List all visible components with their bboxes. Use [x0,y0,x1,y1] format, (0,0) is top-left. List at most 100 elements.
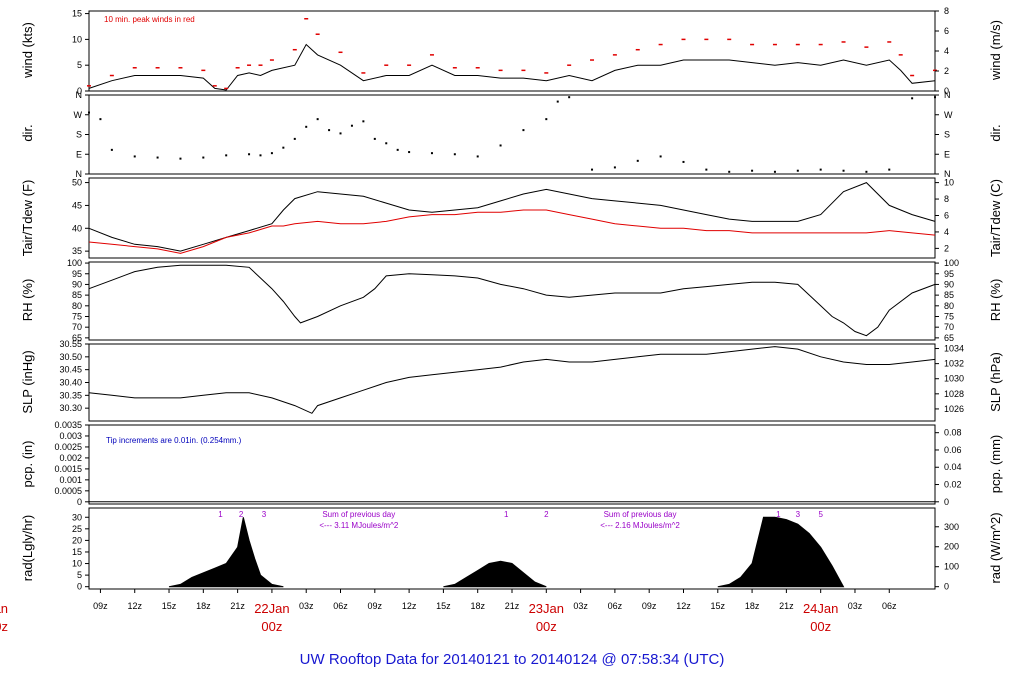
ytick-label-left: N [76,90,83,100]
dir-point [591,168,594,171]
ylabel-right-rad: rad (W/m^2) [988,512,1003,583]
rad-hour-marker: 1 [504,510,509,519]
ytick-label-left: 25 [72,524,82,534]
xtick-label-day: 23Jan [529,601,564,616]
ylabel-left-slp: SLP (inHg) [20,350,35,413]
dir-point [225,154,228,157]
panel-frame-pcp [88,424,936,505]
dir-point [385,142,388,145]
wind-annotation: 10 min. peak winds in red [104,15,195,24]
dir-point [396,148,399,151]
ytick-label-left: 30.30 [59,403,82,413]
dir-point [659,155,662,158]
dir-point [179,157,182,160]
day-label-bottom: 00z [536,619,557,634]
ytick-label-left: 40 [72,223,82,233]
ytick-label-right: 300 [944,522,959,532]
dir-point [636,159,639,162]
ytick-label-left: 15 [72,9,82,19]
series-line-wind [88,43,936,91]
rad-hour-marker: 3 [262,510,267,519]
ytick-label-right: 8 [944,194,949,204]
day-label-bottom: 00z [0,619,8,634]
rad-hour-marker: 2 [239,510,244,519]
series-line-slp [88,346,936,414]
xtick-label: 12z [676,601,691,611]
ytick-label-right: E [944,149,950,159]
ytick-label-left: 85 [72,290,82,300]
xtick-label: 09z [368,601,383,611]
rad-area-day-3 [717,516,845,588]
dir-point [133,155,136,158]
ytick-label-left: 0.0035 [54,420,82,430]
xtick-label-day: 24Jan [803,601,838,616]
ytick-label-left: W [74,110,83,120]
xtick-label: 03z [299,601,314,611]
xtick-label: 18z [745,601,760,611]
panel-frame-slp [88,343,936,422]
ytick-label-left: 30.40 [59,378,82,388]
dir-point [259,154,262,157]
ytick-label-right: S [944,130,950,140]
ylabel-left-temp: Tair/Tdew (F) [20,180,35,257]
dir-point [362,120,365,123]
rad-note-line2-1: <--- 3.11 MJoules/m^2 [319,521,399,530]
ytick-label-right: 0.04 [944,462,962,472]
ytick-label-left: 30.35 [59,390,82,400]
ylabel-right-dir: dir. [988,124,1003,141]
dir-point [911,97,914,100]
dir-point [934,96,936,99]
dir-point [545,118,548,121]
ytick-label-right: 85 [944,290,954,300]
ytick-label-right: 1030 [944,374,964,384]
dir-point [282,146,285,149]
rad-hour-marker: 1 [776,510,781,519]
ylabel-right-pcp: pcp. (mm) [988,435,1003,494]
dir-point [476,155,479,158]
pcp-annotation: Tip increments are 0.01in. (0.254mm.) [106,436,242,445]
dir-point [865,170,868,173]
ytick-label-left: 0.0025 [54,442,82,452]
ytick-label-right: 0 [944,86,949,96]
ytick-label-right: 0 [944,582,949,592]
ylabel-left-rad: rad(Lgly/hr) [20,515,35,581]
ytick-label-right: 95 [944,269,954,279]
ylabel-left-wind: wind (kts) [20,22,35,79]
ytick-label-left: 50 [72,178,82,188]
ytick-label-right: 0.06 [944,445,962,455]
ytick-label-right: 1032 [944,359,964,369]
xtick-label: 09z [93,601,108,611]
ytick-label-right: 80 [944,301,954,311]
ytick-label-left: 90 [72,279,82,289]
ytick-label-left: 30.50 [59,352,82,362]
ytick-label-left: 30.55 [59,339,82,349]
ylabel-right-wind: wind (m/s) [988,20,1003,81]
dir-point [88,111,90,114]
xtick-label: 18z [470,601,485,611]
panel-frame-rh [88,261,936,341]
ytick-label-left: 0.0005 [54,486,82,496]
ylabel-left-pcp: pcp. (in) [20,441,35,488]
day-label-bottom: 00z [261,619,282,634]
ytick-label-right: 200 [944,542,959,552]
ytick-label-left: 30 [72,512,82,522]
xtick-label: 12z [127,601,142,611]
ytick-label-right: 100 [944,562,959,572]
ytick-label-right: 100 [944,258,959,268]
dir-point [430,152,433,155]
panel-frame-wind [88,10,936,92]
ytick-label-right: 1034 [944,344,964,354]
dir-point [613,166,616,169]
ytick-label-right: N [944,90,951,100]
dir-point [305,125,308,128]
xtick-label: 09z [642,601,657,611]
chart-footer-title: UW Rooftop Data for 20140121 to 20140124… [299,651,725,668]
dir-point [842,169,845,172]
rad-hour-marker: 5 [818,510,823,519]
dir-point [316,118,319,121]
ytick-label-left: 0 [77,497,82,507]
dir-point [796,169,799,172]
dir-point [110,148,113,151]
xtick-label: 15z [162,601,177,611]
